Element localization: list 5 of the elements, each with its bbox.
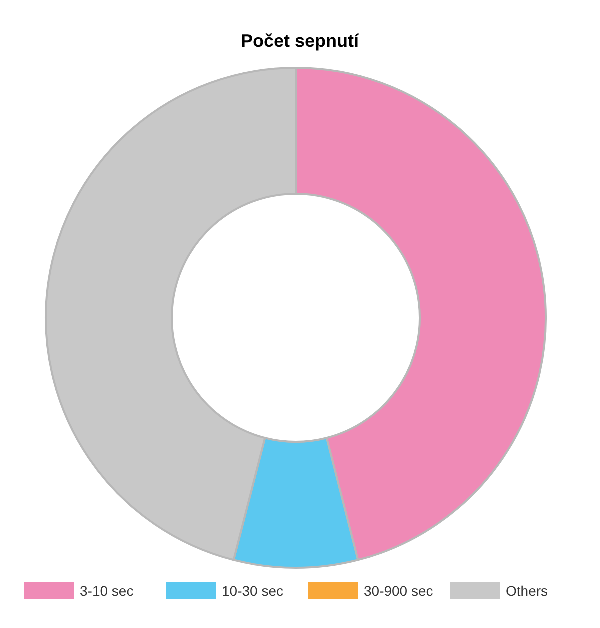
legend-label: 30-900 sec [364, 583, 434, 599]
legend-label: 3-10 sec [80, 583, 134, 599]
chart-title: Počet sepnutí [240, 31, 360, 51]
legend-label: Others [506, 583, 548, 599]
legend-label: 10-30 sec [222, 583, 284, 599]
